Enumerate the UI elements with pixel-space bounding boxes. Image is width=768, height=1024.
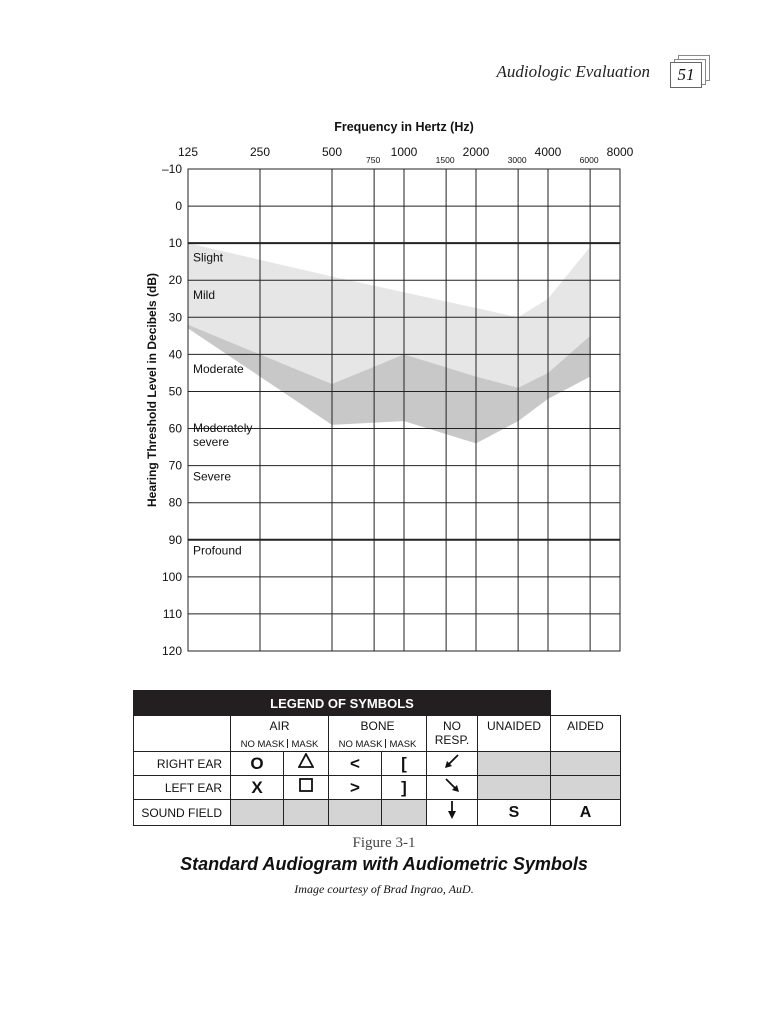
severity-label: Slight: [193, 251, 224, 265]
legend-header-air: AIR NO MASK MASK: [230, 715, 329, 752]
legend-title: LEGEND OF SYMBOLS: [133, 690, 551, 716]
x-minor-tick-label: 1500: [436, 155, 455, 165]
severity-label: severe: [193, 435, 229, 449]
hearing-band-2: [188, 324, 591, 444]
page-number: 51: [670, 62, 702, 88]
air-no-mask-label: NO MASK: [240, 739, 285, 750]
triangle-icon: [283, 751, 329, 776]
audiogram-chart: –10 0 10 20 30 40 50 60 70 80 90 100 110 120 125 250 500…: [145, 120, 634, 658]
severity-label: Mild: [193, 288, 215, 302]
square-icon: [283, 775, 329, 800]
right-bone-mask-symbol: [: [381, 751, 427, 776]
x-tick-label: 500: [322, 145, 342, 159]
arrow-down-icon: [426, 799, 478, 826]
left-bone-no-mask-symbol: >: [328, 775, 382, 800]
severity-label: Moderately: [193, 421, 252, 435]
running-head-title: Audiologic Evaluation: [496, 62, 650, 81]
figure-credit: Image courtesy of Brad Ingrao, AuD.: [294, 882, 474, 896]
y-tick-label: 120: [162, 644, 182, 658]
y-tick-label: 100: [162, 570, 182, 584]
chart-title: Frequency in Hertz (Hz): [334, 120, 474, 134]
severity-label: Severe: [193, 469, 231, 483]
severity-label: Moderate: [193, 362, 244, 376]
x-minor-tick-label: 6000: [580, 155, 599, 165]
sound-unaided-symbol: S: [477, 799, 551, 826]
arrow-down-left-icon: [426, 751, 478, 776]
legend-header-bone: BONE NO MASK MASK: [328, 715, 427, 752]
legend-header-aided: AIDED: [550, 715, 621, 752]
x-minor-tick-label: 750: [366, 155, 380, 165]
y-tick-label: 10: [169, 236, 183, 250]
y-tick-label: 90: [169, 533, 183, 547]
left-air-no-mask-symbol: X: [230, 775, 284, 800]
arrow-down-right-icon: [426, 775, 478, 800]
y-tick-label: 20: [169, 273, 183, 287]
x-tick-label: 2000: [463, 145, 490, 159]
sound-aided-symbol: A: [550, 799, 621, 826]
right-air-no-mask-symbol: O: [230, 751, 284, 776]
legend-header-bone-label: BONE: [360, 719, 395, 733]
x-minor-tick-label: 3000: [508, 155, 527, 165]
x-tick-label: 250: [250, 145, 270, 159]
bone-no-mask-label: NO MASK: [338, 739, 383, 750]
hearing-band-1: [188, 243, 591, 388]
y-tick-label: –10: [162, 162, 182, 176]
air-mask-label: MASK: [291, 739, 319, 750]
x-tick-label: 4000: [535, 145, 562, 159]
legend-header-unaided: UNAIDED: [477, 715, 551, 752]
y-tick-label: 50: [169, 384, 183, 398]
x-tick-label: 8000: [607, 145, 634, 159]
y-tick-label: 30: [169, 310, 183, 324]
y-tick-label: 0: [175, 199, 182, 213]
left-bone-mask-symbol: ]: [381, 775, 427, 800]
figure-number: Figure 3-1: [352, 835, 416, 851]
y-tick-label: 60: [169, 422, 183, 436]
severity-label: Profound: [193, 544, 242, 558]
y-tick-label: 70: [169, 459, 183, 473]
legend-header-no-resp: NO RESP.: [426, 715, 478, 752]
x-tick-label: 125: [178, 145, 198, 159]
legend-row-sound-field: SOUND FIELD: [133, 799, 231, 826]
bone-mask-label: MASK: [389, 739, 417, 750]
legend-row-left-ear: LEFT EAR: [133, 775, 231, 800]
legend-header-air-label: AIR: [269, 719, 290, 733]
page-number-box: 51: [670, 55, 710, 88]
plot-frame: [187, 168, 621, 652]
x-tick-label: 1000: [391, 145, 418, 159]
y-tick-label: 40: [169, 347, 183, 361]
y-tick-label: 80: [169, 496, 183, 510]
y-tick-label: 110: [163, 607, 182, 621]
figure-title: Standard Audiogram with Audiometric Symb…: [180, 854, 588, 874]
legend-of-symbols-table: LEGEND OF SYMBOLS AIR NO MASK MASK BONE N…: [133, 690, 621, 826]
y-axis-label: Hearing Threshold Level in Decibels (dB): [145, 273, 159, 507]
legend-row-right-ear: RIGHT EAR: [133, 751, 231, 776]
right-bone-no-mask-symbol: <: [328, 751, 382, 776]
